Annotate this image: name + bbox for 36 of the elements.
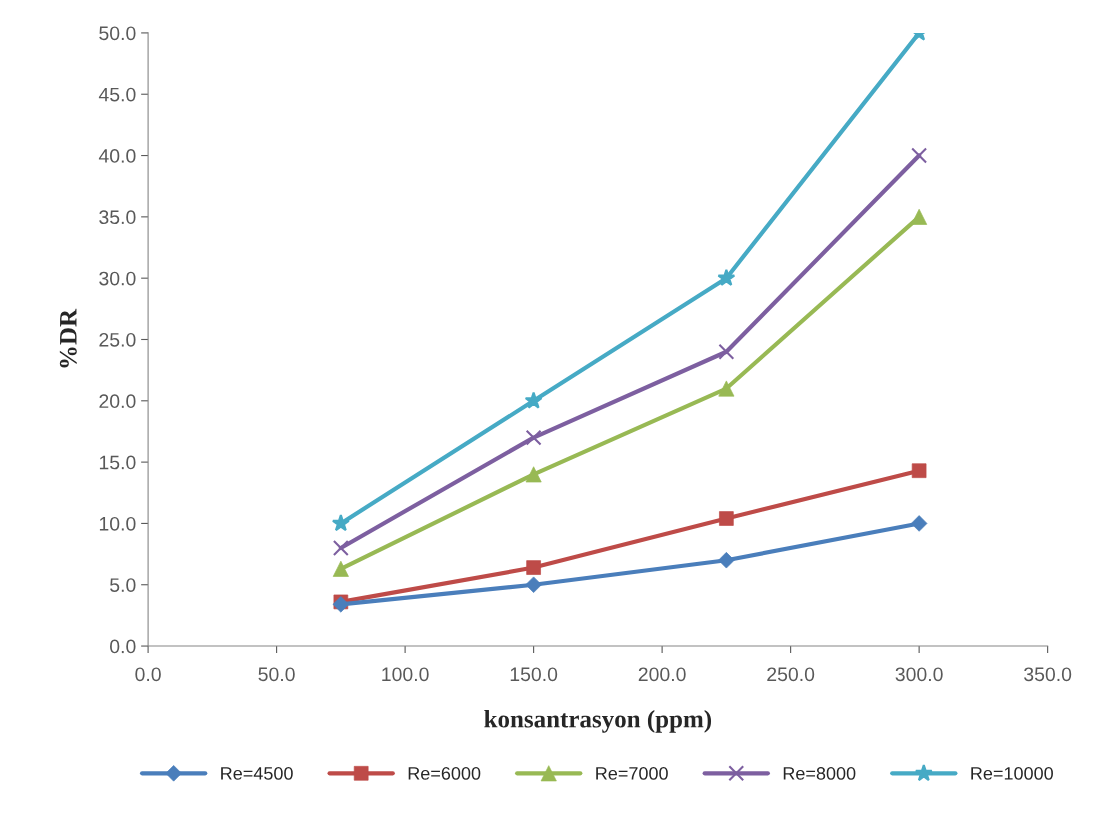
y-tick-label: 50.0 xyxy=(99,26,136,41)
point xyxy=(526,560,541,575)
point xyxy=(331,514,350,532)
x-tick-label: 250.0 xyxy=(767,667,815,682)
y-tick-label: 20.0 xyxy=(99,394,136,409)
point xyxy=(911,147,928,164)
legend-label: Re=7000 xyxy=(596,767,668,780)
legend-label: Re=10000 xyxy=(971,767,1053,780)
point xyxy=(717,268,736,286)
x-tick-label: 100.0 xyxy=(382,667,429,682)
legend-label: Re=6000 xyxy=(408,767,481,780)
x-tick-label: 50.0 xyxy=(258,667,295,682)
x-axis-title: konsantrasyon (ppm) xyxy=(484,710,712,733)
y-tick-label: 25.0 xyxy=(99,332,136,347)
y-tick-label: 5.0 xyxy=(110,578,136,592)
y-axis-title: %DR xyxy=(59,308,77,368)
x-tick-label: 350.0 xyxy=(1024,667,1072,682)
point xyxy=(332,539,349,556)
legend-label: Re=8000 xyxy=(783,767,856,780)
y-tick-label: 40.0 xyxy=(98,149,136,163)
y-tick-label: 10.0 xyxy=(99,516,136,531)
y-tick-label: 15.0 xyxy=(99,455,136,470)
y-tick-label: 35.0 xyxy=(99,210,136,225)
point xyxy=(911,463,927,478)
x-tick-label: 200.0 xyxy=(638,667,686,682)
y-tick-label: 45.0 xyxy=(98,87,136,102)
x-tick-label: 150.0 xyxy=(510,667,558,682)
point xyxy=(718,343,735,360)
x-tick-label: 0.0 xyxy=(135,667,161,682)
x-tick-label: 300.0 xyxy=(895,667,943,682)
y-tick-label: 0.0 xyxy=(110,639,136,654)
legend-label: Re=4500 xyxy=(221,767,293,780)
y-tick-label: 30.0 xyxy=(99,271,136,286)
point xyxy=(524,391,543,409)
point xyxy=(525,429,542,446)
point xyxy=(910,515,928,532)
